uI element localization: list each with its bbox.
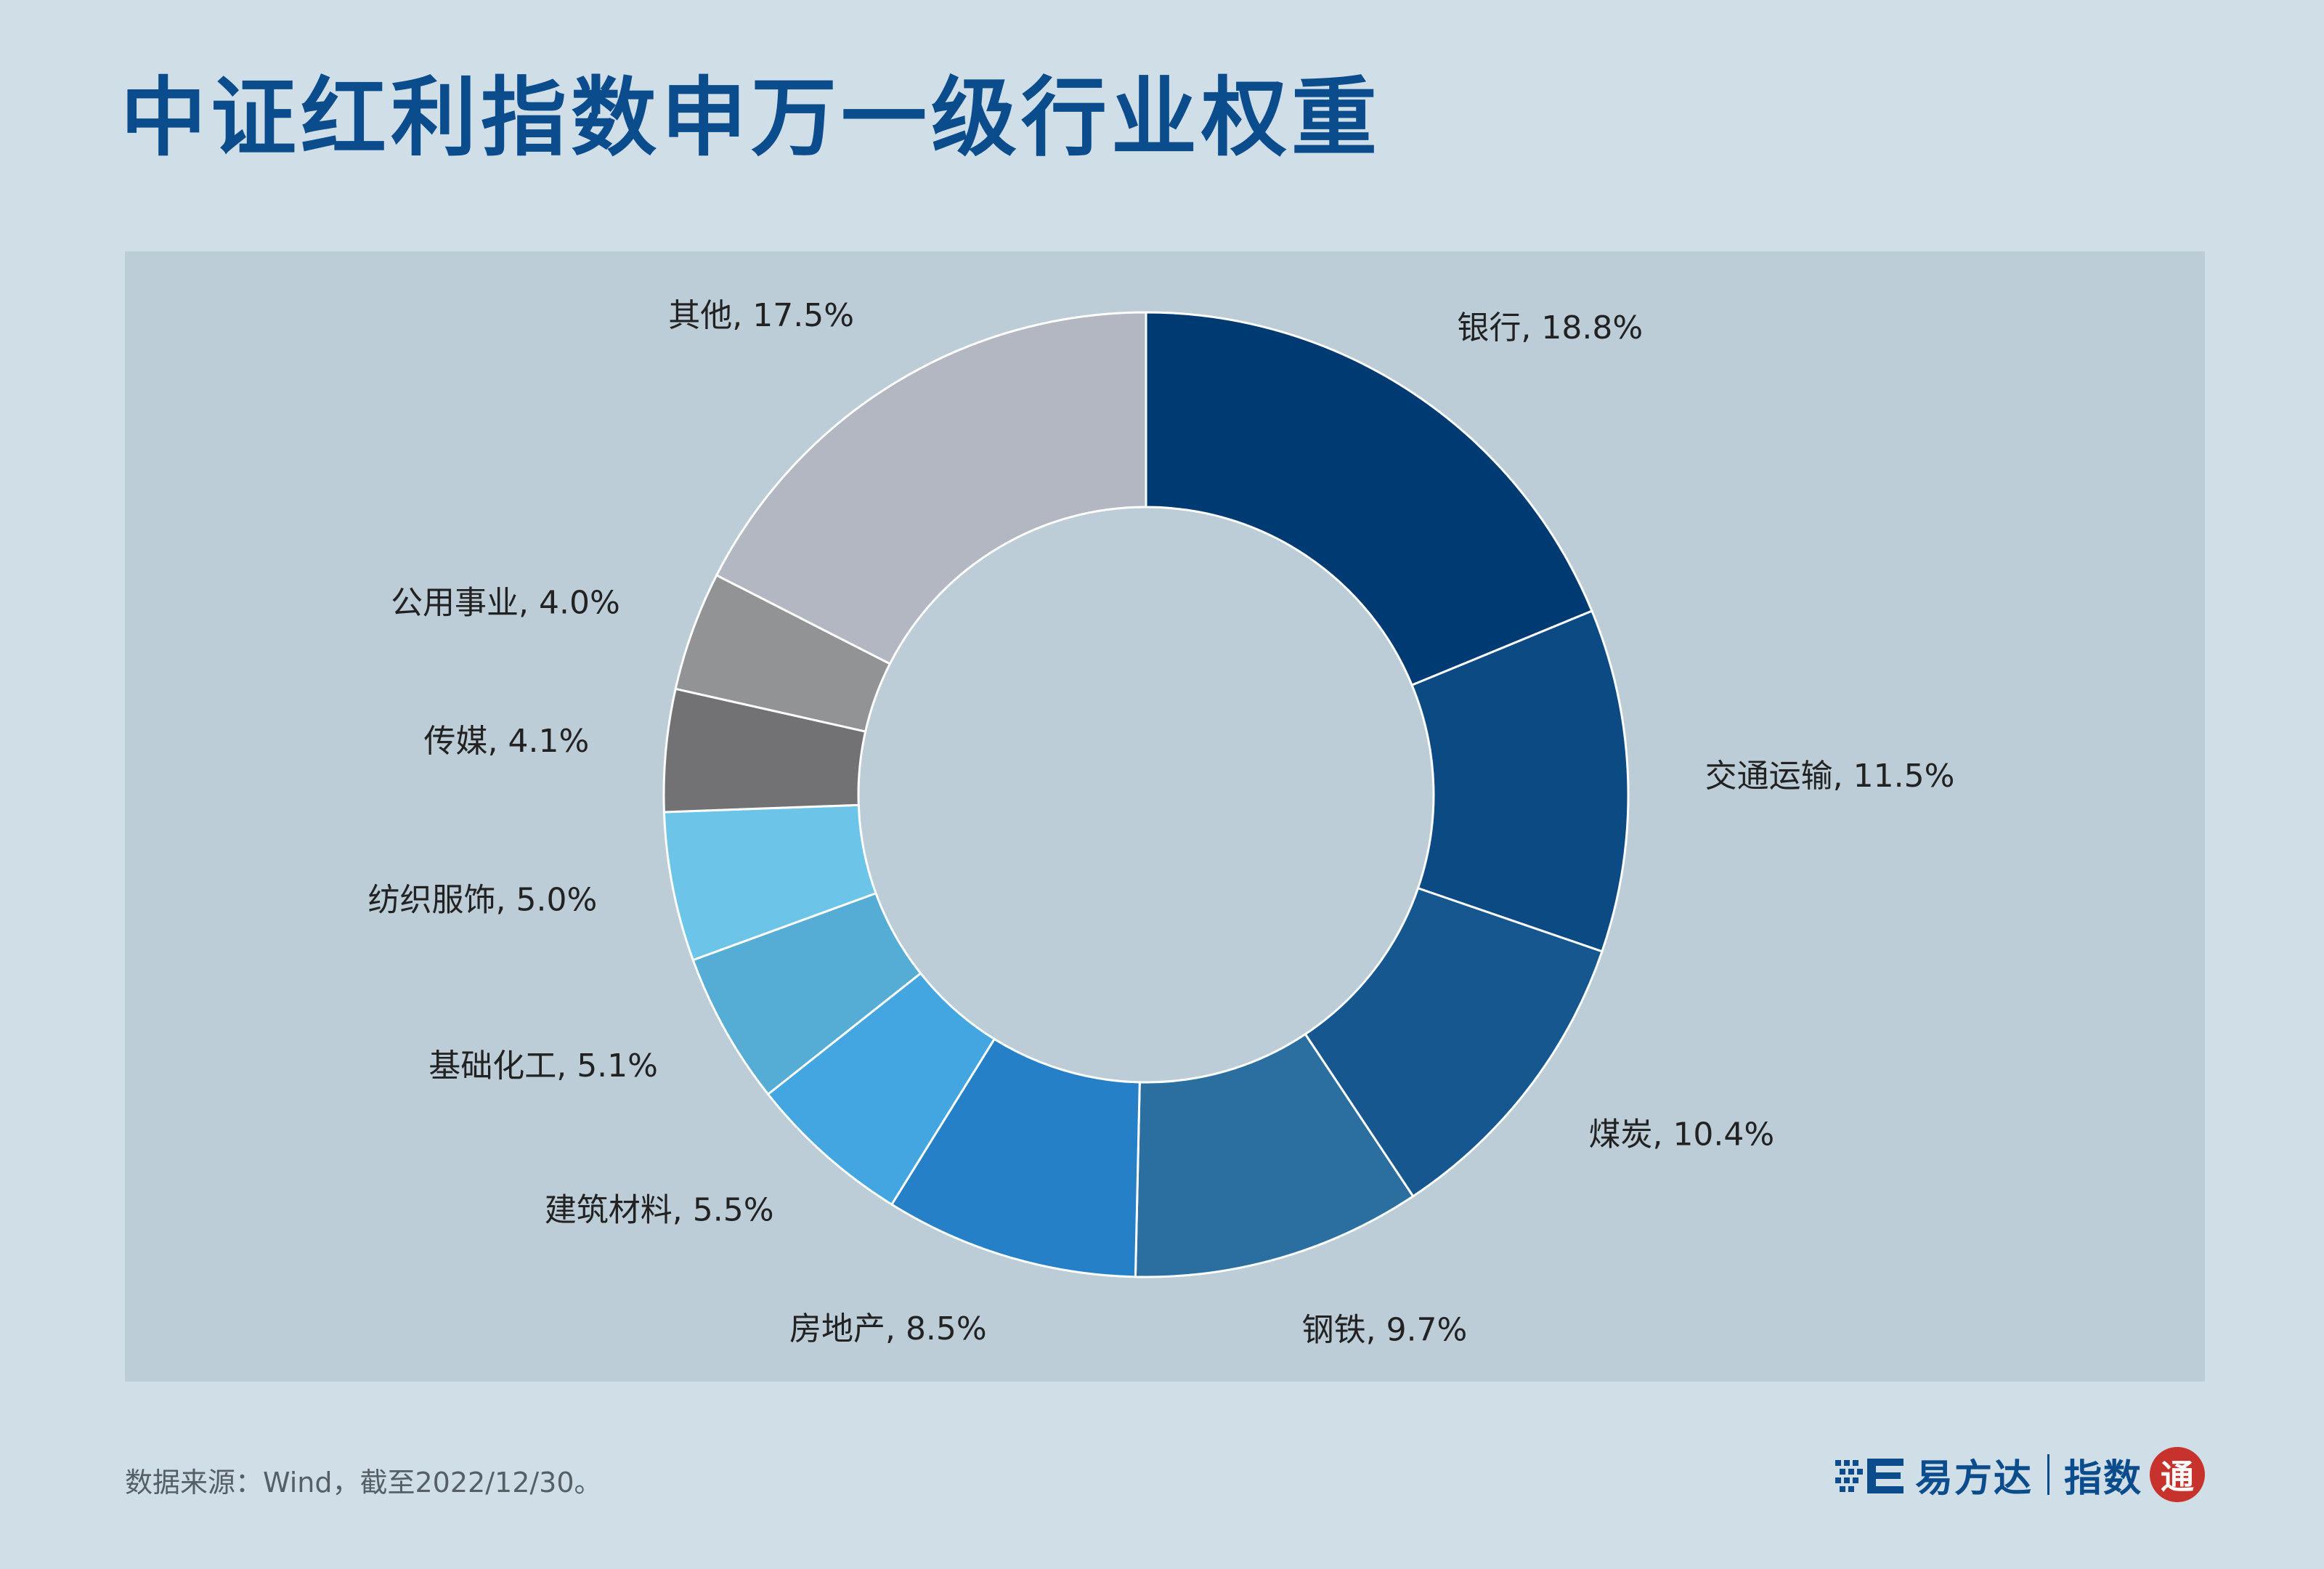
slice-3 bbox=[1304, 886, 1604, 1198]
chart-panel: 银行, 18.8% 交通运输, 11.5% 煤炭, 10.4% 钢铁, 9.7% 房地产… bbox=[125, 251, 2205, 1382]
brand-mark-icon bbox=[1835, 1459, 1904, 1493]
brand-logo: 易方达 指数 通 bbox=[1835, 1444, 2205, 1505]
slice-label-1: 银行, 18.8% bbox=[1457, 309, 1643, 346]
slice-label-3: 煤炭, 10.4% bbox=[1588, 1116, 1774, 1154]
slice-label-7: 基础化工, 5.1% bbox=[428, 1047, 658, 1084]
brand-subtitle: 指数 bbox=[2063, 1456, 2142, 1501]
brand-seal: 通 bbox=[2150, 1447, 2205, 1502]
slice-label-9: 传媒, 4.1% bbox=[424, 723, 590, 760]
page-title: 中证红利指数申万一级行业权重 bbox=[121, 68, 1382, 168]
slice-label-6: 建筑材料, 5.5% bbox=[545, 1192, 774, 1229]
slice-label-11: 其他, 17.5% bbox=[668, 297, 854, 334]
donut-chart: 银行, 18.8% 交通运输, 11.5% 煤炭, 10.4% 钢铁, 9.7% 房地产… bbox=[368, 297, 1955, 1348]
slice-label-2: 交通运输, 11.5% bbox=[1705, 758, 1955, 795]
slice-2 bbox=[1410, 609, 1630, 953]
brand-separator bbox=[2047, 1454, 2049, 1495]
slice-label-8: 纺织服饰, 5.0% bbox=[368, 882, 598, 919]
slice-label-5: 房地产, 8.5% bbox=[789, 1310, 987, 1347]
source-note: 数据来源：Wind，截至2022/12/30。 bbox=[125, 1467, 602, 1499]
brand-name: 易方达 bbox=[1914, 1456, 2033, 1501]
slice-label-4: 钢铁, 9.7% bbox=[1302, 1311, 1468, 1348]
slice-11 bbox=[715, 311, 1147, 665]
slice-label-10: 公用事业, 4.0% bbox=[391, 584, 620, 621]
slice-1 bbox=[1145, 311, 1593, 687]
